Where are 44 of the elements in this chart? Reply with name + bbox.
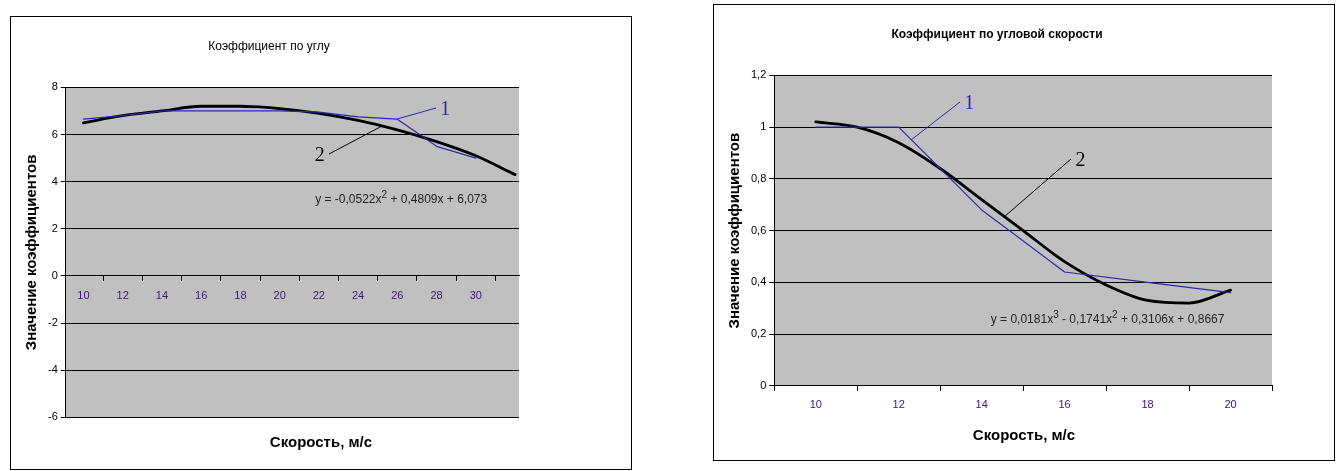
x-tick-label: 30 bbox=[469, 288, 482, 301]
y-tick-label: 1,2 bbox=[750, 68, 767, 81]
y-tick-label: 8 bbox=[51, 80, 58, 93]
y-tick-label: 0,6 bbox=[750, 223, 767, 236]
y-tick-label: 4 bbox=[51, 174, 58, 187]
x-tick-label: 10 bbox=[809, 398, 822, 411]
y-tick-label: 0,4 bbox=[750, 275, 767, 288]
x-tick-label: 18 bbox=[1141, 398, 1154, 411]
legend-label: 1 bbox=[440, 97, 451, 120]
x-tick-label: 16 bbox=[1058, 398, 1071, 411]
x-tick-label: 12 bbox=[116, 288, 129, 301]
x-tick-label: 26 bbox=[391, 288, 404, 301]
series-label: 2 bbox=[314, 143, 325, 166]
x-axis-title: Скорость, м/с bbox=[268, 433, 374, 450]
y-tick-label: 0 bbox=[51, 269, 58, 281]
y-tick-label: -4 bbox=[48, 363, 58, 376]
text: 1 bbox=[964, 90, 975, 113]
x-tick-label: 20 bbox=[1224, 398, 1237, 411]
text: 2 bbox=[1075, 147, 1086, 170]
annotation: y = -0,0522x$^{2}$ + 0,4809x + 6,073 bbox=[315, 189, 488, 207]
y-tick-label: 0,2 bbox=[750, 327, 767, 340]
chart-title: Коэффициент по угловой скорости bbox=[891, 26, 1103, 41]
y-tick-label: 6 bbox=[51, 127, 58, 140]
x-tick-label: 20 bbox=[273, 288, 286, 301]
y-tick-label: -6 bbox=[48, 410, 58, 423]
y-axis-title: Значение коэффициентов bbox=[725, 132, 743, 329]
series-label: 2 bbox=[1112, 309, 1118, 320]
chart-title: Коэффициент по углу bbox=[208, 38, 330, 53]
x-tick-label: 18 bbox=[234, 288, 247, 301]
y-tick-label: 2 bbox=[51, 221, 58, 234]
y-tick-label: 1 bbox=[760, 120, 767, 133]
x-axis-title: Скорость, м/с bbox=[971, 426, 1077, 443]
x-tick-label: 22 bbox=[312, 288, 325, 301]
x-tick-label: 24 bbox=[351, 288, 365, 301]
y-tick-label: -2 bbox=[48, 316, 58, 329]
y-tick-label: 0 bbox=[760, 378, 767, 391]
x-tick-label: 28 bbox=[430, 288, 443, 301]
x-tick-label: 14 bbox=[975, 398, 988, 411]
x-tick-label: 12 bbox=[892, 398, 905, 411]
y-axis-title: Значение коэффициентов bbox=[22, 154, 40, 351]
x-tick-label: 16 bbox=[195, 288, 208, 301]
x-tick-label: 10 bbox=[77, 288, 90, 301]
y-tick-label: 0,8 bbox=[750, 171, 767, 184]
x-tick-label: 14 bbox=[155, 288, 169, 301]
